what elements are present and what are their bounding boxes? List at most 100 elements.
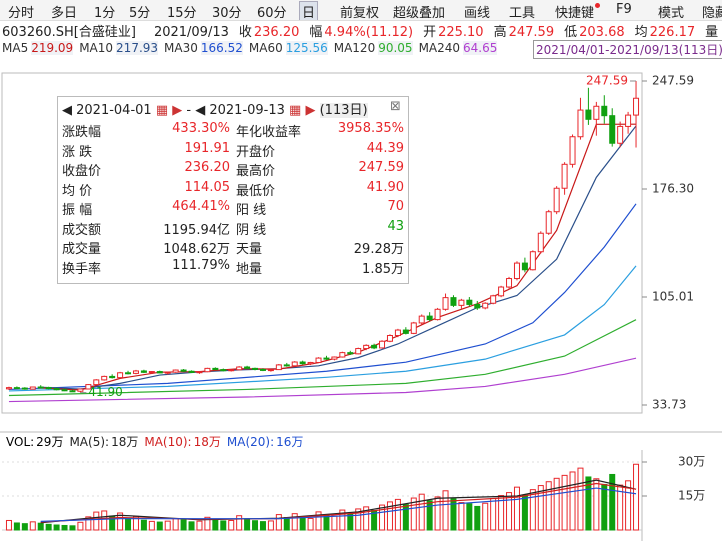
volume-bar [545, 481, 552, 531]
candle-body [299, 361, 306, 365]
toolbar-button[interactable]: 快捷键 [553, 2, 601, 20]
info-row: 均 价 114.05 最低价 41.90 [58, 180, 408, 199]
icon[interactable]: ◀ [62, 103, 77, 118]
toolbar-button[interactable]: 30分 [212, 6, 242, 21]
volume-bar [172, 517, 179, 531]
ma-line [40, 125, 637, 390]
info-label: 收盘价 [62, 164, 102, 179]
info-value: 41.90 [366, 179, 404, 195]
candle-body [513, 262, 520, 280]
volume-bar [236, 515, 243, 531]
volume-bar [85, 516, 92, 531]
field-value: 4.94%(11.12) [324, 25, 414, 40]
y-tick-label: 15万 [678, 489, 705, 503]
toolbar-button[interactable]: 60分 [257, 6, 287, 21]
info-value: 236.20 [184, 160, 231, 175]
candle-body [259, 368, 266, 371]
toolbar-button[interactable]: F9 [616, 2, 632, 17]
candle-body [125, 372, 132, 375]
volume-bar [379, 504, 386, 531]
candle-body [101, 375, 108, 381]
candle-body [426, 315, 433, 321]
toolbar-button[interactable]: 分时 [8, 6, 35, 21]
volume-bar [228, 519, 235, 531]
info-label: 涨 跌 [62, 144, 93, 160]
info-label: 成交量 [62, 242, 102, 257]
info-label: 最高价 [236, 164, 276, 179]
volume-bar [188, 521, 195, 531]
ma-line [8, 265, 637, 392]
volume-bar [355, 508, 362, 531]
volume-bar [529, 489, 536, 531]
volume-bar [513, 486, 520, 531]
volume-bar [244, 518, 251, 531]
toolbar-button[interactable]: 画线 [464, 6, 491, 21]
candle-body [474, 303, 481, 309]
volume-bar [394, 498, 401, 531]
candle-body [458, 299, 465, 306]
info-label: 换手率 [62, 261, 102, 277]
toolbar-button[interactable]: 多日 [51, 6, 78, 21]
close-icon[interactable]: ⊠ [390, 99, 401, 114]
y-tick-label: 30万 [678, 455, 705, 469]
info-row: 收盘价 236.20 最高价 247.59 [58, 160, 408, 179]
y-tick-label: 33.73 [652, 398, 686, 412]
candle-body [228, 369, 235, 372]
info-row: 成交额 1195.94亿阴 线 43 [58, 219, 408, 238]
icon[interactable]: ◀ [195, 103, 210, 118]
volume-bar [259, 521, 266, 531]
volume-bar [569, 471, 576, 531]
candle-body [347, 352, 354, 355]
legend-value: 16万 [276, 435, 304, 449]
legend-value: 166.52 [200, 41, 243, 55]
ma-line [8, 319, 637, 397]
info-label: 最低价 [236, 183, 276, 199]
field-value: 226.17 [649, 25, 696, 40]
icon[interactable]: ▦ ▶ [151, 103, 187, 118]
toolbar-button[interactable]: 超级叠加 [393, 6, 446, 21]
volume-bar [466, 503, 473, 531]
toolbar-button[interactable]: 前复权 [340, 6, 380, 21]
quote-row: 603260.SH[合盛硅业] 2021/09/13 收 236.20 幅 4.94%(1… [2, 21, 720, 40]
candle-body [466, 299, 473, 305]
candle-body [537, 232, 544, 253]
candle-body [196, 371, 203, 374]
info-row: 振 幅 464.41% 阳 线 70 [58, 199, 408, 218]
volume-bar [609, 473, 616, 531]
legend-name: MA10 [79, 41, 114, 55]
candle-body [13, 387, 20, 390]
volume-bar [561, 474, 568, 531]
volume-bar [506, 492, 513, 531]
legend-value: 219.09 [31, 41, 74, 55]
field-label: 幅 [309, 25, 323, 40]
toolbar-button[interactable]: 15分 [167, 6, 197, 21]
candle-body [633, 97, 640, 116]
volume-bar [77, 521, 84, 531]
toolbar-button[interactable]: 隐藏 [702, 6, 722, 21]
info-value: 3958.35% [337, 121, 404, 136]
volume-bar [125, 517, 132, 531]
toolbar-button[interactable]: 1分 [94, 6, 116, 21]
volume-bar [164, 520, 171, 531]
volume-bar [291, 513, 298, 531]
volume-bar [490, 497, 497, 531]
candle-body [498, 286, 505, 297]
candle-body [164, 371, 171, 374]
icon[interactable]: ▦ ▶ [284, 103, 320, 118]
candle-body [506, 278, 513, 288]
candle-body [69, 390, 76, 393]
candle-body [140, 370, 147, 373]
toolbar-button[interactable]: 模式 [658, 6, 685, 21]
legend-value: 64.65 [463, 41, 498, 55]
info-label: 阳 线 [236, 203, 267, 218]
candle-body [93, 379, 100, 386]
volume-ma-line [40, 479, 637, 524]
toolbar-button[interactable]: 5分 [129, 6, 151, 21]
candle-body [275, 364, 282, 371]
volume-bar [13, 522, 20, 531]
toolbar-button[interactable]: 工具 [509, 6, 536, 21]
legend-name: MA5 [2, 41, 29, 55]
candle-body [553, 187, 560, 213]
toolbar-button[interactable]: 日 [299, 1, 319, 20]
